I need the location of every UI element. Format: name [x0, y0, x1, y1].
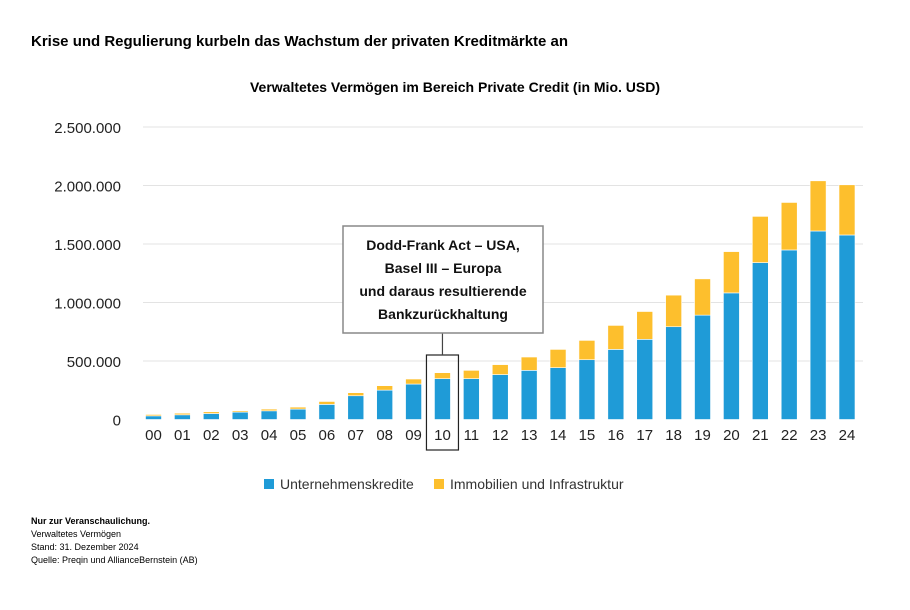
x-tick-label: 06	[319, 427, 336, 444]
bar-corporate-16	[607, 349, 625, 420]
x-tick-label: 21	[752, 427, 769, 444]
bar-corporate-06	[318, 404, 336, 420]
bar-real-estate-12	[491, 364, 509, 375]
bar-real-estate-23	[809, 180, 827, 232]
x-tick-label: 10	[434, 427, 451, 444]
annotation-line: und daraus resultierende	[359, 283, 526, 299]
note-source: Quelle: Preqin und AllianceBernstein (AB…	[31, 555, 198, 565]
bar-real-estate-19	[694, 278, 711, 316]
annotation-line: Dodd-Frank Act – USA,	[366, 237, 520, 253]
bar-real-estate-10	[434, 372, 451, 379]
x-tick-label: 12	[492, 427, 509, 444]
x-tick-label: 00	[145, 427, 162, 444]
annotation-line: Basel III – Europa	[385, 260, 502, 276]
x-tick-label: 02	[203, 427, 220, 444]
bar-real-estate-11	[463, 370, 480, 379]
legend-label: Immobilien und Infrastruktur	[450, 476, 624, 492]
bar-corporate-09	[405, 383, 422, 420]
bar-real-estate-16	[607, 325, 625, 350]
x-tick-label: 07	[347, 427, 364, 444]
bar-real-estate-02	[202, 411, 220, 414]
bar-real-estate-24	[838, 184, 856, 236]
bar-corporate-04	[260, 410, 278, 420]
x-tick-label: 08	[376, 427, 393, 444]
y-tick-label: 0	[113, 413, 121, 430]
bar-real-estate-15	[578, 340, 596, 361]
bar-corporate-22	[780, 249, 798, 420]
bar-corporate-17	[636, 339, 654, 420]
x-tick-label: 14	[550, 427, 567, 444]
bar-corporate-24	[838, 234, 856, 420]
bar-corporate-02	[202, 413, 220, 420]
bar-real-estate-22	[780, 202, 798, 251]
bar-corporate-11	[463, 378, 480, 420]
x-tick-label: 15	[579, 427, 596, 444]
bar-corporate-15	[578, 359, 596, 420]
bar-real-estate-05	[289, 406, 307, 410]
bar-corporate-13	[520, 370, 538, 420]
bar-corporate-20	[723, 292, 740, 420]
y-tick-label: 500.000	[67, 354, 121, 371]
y-tick-label: 1.500.000	[54, 237, 121, 254]
bar-corporate-10	[434, 378, 451, 420]
note-date: Stand: 31. Dezember 2024	[31, 542, 139, 552]
bar-real-estate-00	[145, 414, 162, 417]
bar-corporate-03	[231, 411, 249, 420]
x-tick-label: 19	[694, 427, 711, 444]
legend-swatch	[264, 479, 274, 489]
bar-real-estate-04	[260, 408, 278, 412]
bar-real-estate-07	[347, 392, 365, 397]
x-tick-label: 17	[636, 427, 653, 444]
x-tick-label: 13	[521, 427, 538, 444]
x-tick-label: 22	[781, 427, 798, 444]
x-tick-label: 04	[261, 427, 278, 444]
x-tick-label: 16	[607, 427, 624, 444]
bar-corporate-05	[289, 408, 307, 420]
bar-real-estate-20	[723, 251, 740, 294]
y-tick-label: 2.500.000	[54, 120, 121, 137]
bar-corporate-00	[145, 415, 162, 420]
figure-title: Krise und Regulierung kurbeln das Wachst…	[31, 33, 569, 50]
bar-real-estate-21	[752, 216, 769, 263]
x-tick-label: 23	[810, 427, 827, 444]
y-tick-label: 2.000.000	[54, 179, 121, 196]
bar-real-estate-01	[174, 412, 191, 416]
legend-label: Unternehmenskredite	[280, 476, 414, 492]
note-aum: Verwaltetes Vermögen	[31, 529, 122, 539]
bar-corporate-19	[694, 314, 711, 420]
x-tick-label: 03	[232, 427, 249, 444]
bar-real-estate-18	[665, 294, 682, 328]
legend-swatch	[434, 479, 444, 489]
footnotes: Nur zur Veranschaulichung. Verwaltetes V…	[31, 515, 198, 567]
bar-corporate-08	[376, 389, 393, 420]
annotation-box	[342, 225, 544, 334]
bar-corporate-12	[491, 374, 509, 420]
y-tick-label: 1.000.000	[54, 296, 121, 313]
x-tick-label: 18	[665, 427, 682, 444]
bar-real-estate-06	[318, 401, 336, 405]
bar-real-estate-03	[231, 410, 249, 413]
bar-corporate-18	[665, 326, 682, 420]
bar-corporate-21	[752, 262, 769, 420]
bar-corporate-01	[174, 414, 191, 420]
note-illustration: Nur zur Veranschaulichung.	[31, 516, 151, 526]
chart-title: Verwaltetes Vermögen im Bereich Private …	[249, 79, 660, 95]
bar-real-estate-09	[405, 378, 422, 385]
x-tick-label: 11	[464, 427, 480, 444]
x-tick-label: 20	[723, 427, 740, 444]
x-tick-label: 05	[290, 427, 307, 444]
x-tick-label: 01	[174, 427, 191, 444]
x-tick-label: 24	[839, 427, 856, 444]
bar-corporate-23	[809, 230, 827, 420]
bar-real-estate-13	[520, 356, 538, 371]
bar-real-estate-17	[636, 311, 654, 340]
x-tick-label: 09	[405, 427, 422, 444]
bar-corporate-07	[347, 395, 365, 420]
bar-real-estate-08	[376, 385, 393, 391]
bar-real-estate-14	[549, 349, 567, 368]
bar-corporate-14	[549, 367, 567, 420]
annotation-line: Bankzurückhaltung	[378, 306, 508, 322]
